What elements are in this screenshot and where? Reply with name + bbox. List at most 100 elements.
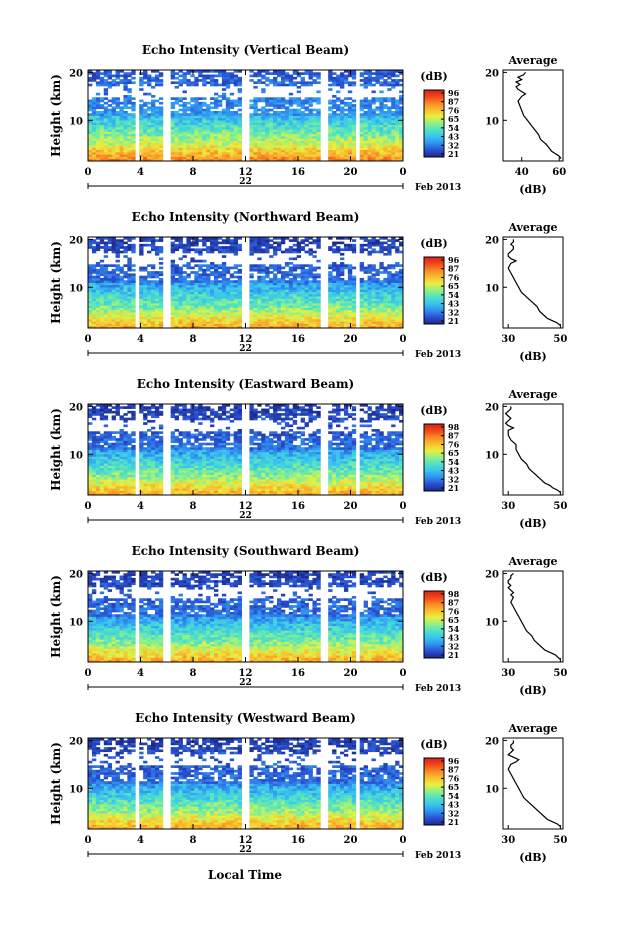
- heatmap-cell: [343, 284, 349, 288]
- heatmap-cell: [395, 120, 400, 123]
- heatmap-cell: [363, 106, 368, 110]
- heatmap-cell: [383, 83, 388, 87]
- heatmap-cell: [119, 291, 124, 295]
- heatmap-cell: [127, 305, 132, 308]
- heatmap-cell: [277, 113, 282, 116]
- heatmap-cell: [375, 293, 380, 297]
- heatmap-cell: [367, 314, 372, 318]
- heatmap-cell: [367, 250, 372, 254]
- heatmap-cell: [91, 442, 97, 446]
- heatmap-cell: [190, 287, 195, 290]
- heatmap-cell: [367, 126, 372, 130]
- heatmap-cell: [202, 156, 207, 160]
- heatmap-cell: [300, 131, 305, 135]
- heatmap-cell: [178, 257, 183, 261]
- heatmap-cell: [194, 280, 199, 283]
- heatmap-cell: [257, 246, 262, 249]
- heatmap-cell: [328, 248, 333, 252]
- heatmap-cell: [249, 237, 254, 240]
- heatmap-cell: [288, 74, 294, 78]
- heatmap-cell: [194, 81, 199, 85]
- heatmap-cell: [383, 246, 388, 249]
- heatmap-cell: [300, 264, 305, 267]
- heatmap-cell: [206, 302, 211, 306]
- heatmap-cell: [123, 271, 128, 274]
- heatmap-cell: [367, 145, 372, 148]
- heatmap-cell: [99, 79, 105, 82]
- heatmap-cell: [328, 284, 333, 288]
- heatmap-cell: [123, 241, 128, 245]
- heatmap-cell: [237, 147, 242, 151]
- heatmap-cell: [91, 408, 97, 412]
- heatmap-cell: [229, 305, 235, 308]
- heatmap-cell: [383, 138, 388, 141]
- heatmap-cell: [371, 131, 376, 135]
- heatmap-cell: [123, 273, 128, 277]
- heatmap-cell: [225, 277, 231, 281]
- heatmap-cell: [123, 115, 128, 119]
- heatmap-cell: [280, 325, 286, 329]
- heatmap-cell: [371, 316, 376, 320]
- avg-y-tick-label: 20: [485, 235, 499, 246]
- heatmap-cell: [143, 104, 148, 107]
- heatmap-cell: [229, 250, 235, 254]
- heatmap-cell: [280, 104, 286, 107]
- heatmap-cell: [202, 277, 207, 281]
- heatmap-cell: [158, 280, 164, 283]
- heatmap-cell: [269, 302, 274, 306]
- heatmap-cell: [288, 305, 294, 308]
- heatmap-cell: [336, 140, 341, 144]
- heatmap-cell: [300, 79, 305, 82]
- heatmap-cell: [336, 293, 341, 297]
- heatmap-cell: [367, 296, 372, 299]
- heatmap-cell: [383, 156, 388, 160]
- heatmap-cell: [300, 158, 305, 162]
- heatmap-cell: [107, 483, 113, 487]
- heatmap-cell: [269, 129, 274, 132]
- heatmap-cell: [277, 241, 282, 245]
- heatmap-cell: [202, 122, 207, 125]
- heatmap-cell: [198, 302, 203, 306]
- heatmap-cell: [88, 122, 93, 125]
- heatmap-cell: [304, 158, 309, 162]
- heatmap-cell: [284, 305, 290, 308]
- heatmap-cell: [154, 300, 160, 304]
- heatmap-cell: [273, 312, 278, 315]
- heatmap-cell: [265, 296, 270, 299]
- heatmap-cell: [316, 76, 321, 80]
- heatmap-cell: [233, 149, 239, 153]
- heatmap-cell: [375, 74, 380, 78]
- heatmap-cell: [257, 122, 262, 125]
- heatmap-cell: [343, 138, 349, 141]
- heatmap-cell: [395, 154, 400, 157]
- heatmap-cell: [210, 106, 215, 110]
- heatmap-cell: [158, 158, 164, 162]
- heatmap-cell: [139, 293, 144, 297]
- heatmap-cell: [139, 312, 144, 315]
- heatmap-cell: [190, 140, 195, 144]
- heatmap-cell: [280, 133, 286, 137]
- heatmap-cell: [95, 456, 101, 459]
- heatmap-cell: [379, 318, 384, 322]
- heatmap-cell: [288, 156, 294, 160]
- heatmap-cell: [217, 300, 223, 304]
- heatmap-cell: [229, 246, 235, 249]
- heatmap-cell: [206, 293, 211, 297]
- heatmap-cell: [170, 321, 176, 324]
- heatmap-cell: [151, 104, 156, 107]
- heatmap-cell: [143, 120, 148, 123]
- heatmap-cell: [399, 72, 404, 75]
- heatmap-cell: [107, 142, 113, 146]
- heatmap-cell: [304, 142, 309, 146]
- heatmap-cell: [202, 243, 207, 247]
- heatmap-cell: [296, 248, 302, 252]
- heatmap-cell: [88, 490, 93, 494]
- heatmap-cell: [88, 126, 93, 130]
- heatmap-cell: [88, 293, 93, 297]
- heatmap-cell: [277, 277, 282, 281]
- heatmap-cell: [127, 140, 132, 144]
- heatmap-cell: [178, 104, 183, 107]
- heatmap-cell: [202, 291, 207, 295]
- heatmap-cell: [233, 131, 239, 135]
- heatmap-cell: [103, 108, 109, 112]
